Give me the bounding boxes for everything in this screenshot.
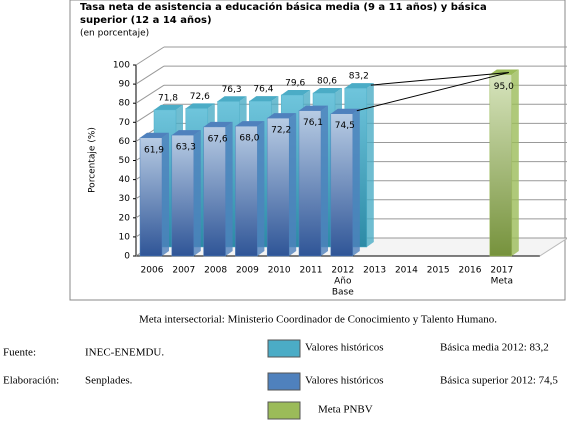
bar bbox=[330, 113, 354, 257]
value-label: 71,8 bbox=[158, 93, 178, 103]
bar-top bbox=[171, 130, 201, 136]
x-tick-label: 2013 bbox=[363, 266, 386, 276]
y-tick-label: 60 bbox=[119, 137, 131, 147]
bar-top bbox=[344, 83, 374, 89]
bar bbox=[235, 125, 258, 257]
bar-side bbox=[257, 121, 265, 257]
x-tick-label: 2014 bbox=[395, 266, 418, 276]
legend-note: Básica superior 2012: 74,5 bbox=[440, 375, 558, 387]
value-label: 80,6 bbox=[317, 77, 337, 87]
bar-side bbox=[289, 113, 297, 257]
x-tick-label: 2006 bbox=[141, 266, 164, 276]
bar bbox=[489, 74, 513, 257]
legend-note: Básica media 2012: 83,2 bbox=[440, 342, 549, 354]
x-tick-label: 2010 bbox=[268, 266, 291, 276]
legend-label: Meta PNBV bbox=[318, 404, 373, 416]
connector bbox=[370, 72, 509, 86]
footnote: Meta intersectorial: Ministerio Coordina… bbox=[139, 314, 497, 326]
x-tick-label: 2016 bbox=[459, 266, 482, 276]
x-tick-label: 2011 bbox=[300, 266, 323, 276]
legend-swatch bbox=[267, 401, 301, 420]
legend-swatch bbox=[267, 339, 301, 358]
bar-side bbox=[193, 130, 201, 256]
y-tick-label: 40 bbox=[119, 175, 131, 185]
value-label: 68,0 bbox=[239, 134, 259, 144]
x-tick-label: 2009 bbox=[236, 266, 259, 276]
y-tick-label: 80 bbox=[119, 99, 131, 109]
y-tick-label: 30 bbox=[119, 194, 131, 204]
x-tick-label: 2015 bbox=[427, 266, 450, 276]
x-tick-label: 2008 bbox=[204, 266, 227, 276]
legend-swatch bbox=[267, 372, 301, 391]
value-label: 95,0 bbox=[494, 82, 514, 92]
value-label: 76,1 bbox=[303, 118, 323, 128]
value-label: 72,2 bbox=[271, 126, 291, 136]
bar-side bbox=[162, 132, 169, 256]
bar-side bbox=[225, 121, 233, 256]
chart-title: superior (12 a 14 años) bbox=[80, 15, 212, 26]
bar bbox=[203, 126, 226, 257]
bar-top bbox=[217, 96, 247, 102]
bar-top bbox=[203, 121, 233, 127]
bar-top bbox=[154, 104, 183, 110]
value-label: 63,3 bbox=[176, 143, 196, 153]
x-tick-label: 2007 bbox=[172, 266, 195, 276]
bar-top bbox=[330, 108, 360, 114]
value-label: 67,6 bbox=[208, 134, 228, 144]
bar-top bbox=[299, 105, 328, 111]
bar-top bbox=[235, 121, 265, 127]
y-tick-label: 20 bbox=[119, 213, 131, 223]
bar-top bbox=[267, 113, 297, 119]
value-label: 72,6 bbox=[190, 92, 210, 102]
chart-title: Tasa neta de asistencia a educación bási… bbox=[80, 1, 487, 13]
y-tick-label: 90 bbox=[119, 80, 131, 90]
value-label: 79,6 bbox=[285, 78, 305, 88]
bar-top bbox=[281, 89, 311, 95]
grid-line bbox=[135, 46, 165, 66]
bar-top bbox=[313, 88, 342, 94]
bar-side bbox=[366, 83, 374, 247]
value-label: 76,3 bbox=[222, 85, 242, 95]
source: INEC-ENEMDU. bbox=[85, 347, 164, 359]
bar bbox=[171, 134, 195, 257]
chart-subtitle: (en porcentaje) bbox=[80, 29, 149, 39]
y-tick-label: 0 bbox=[124, 252, 130, 262]
value-label: 61,9 bbox=[144, 145, 164, 155]
x-tick-note: Meta bbox=[491, 277, 513, 287]
grid-line bbox=[135, 84, 165, 104]
credit-label: Elaboración: bbox=[3, 375, 59, 387]
y-tick-label: 100 bbox=[113, 61, 130, 71]
bar-side bbox=[511, 69, 519, 256]
bar-top bbox=[249, 96, 279, 102]
bar bbox=[139, 137, 163, 257]
x-tick-note: Base bbox=[332, 288, 354, 298]
bar-side bbox=[352, 108, 360, 256]
x-tick-label: 2017 bbox=[490, 266, 513, 276]
connector bbox=[356, 72, 509, 112]
chart-frame bbox=[69, 0, 566, 301]
bar bbox=[298, 110, 322, 257]
y-tick-label: 70 bbox=[119, 118, 131, 128]
bar-side bbox=[321, 105, 328, 256]
value-label: 83,2 bbox=[349, 72, 369, 82]
value-label: 74,5 bbox=[335, 121, 355, 131]
bar bbox=[266, 117, 290, 257]
y-tick-label: 50 bbox=[119, 156, 131, 166]
bar-top bbox=[140, 132, 169, 138]
y-tick-label: 10 bbox=[119, 232, 131, 242]
source-label: Fuente: bbox=[3, 347, 36, 359]
x-tick-label: 2012 bbox=[331, 266, 354, 276]
grid-line bbox=[135, 65, 165, 85]
legend-label: Valores históricos bbox=[305, 342, 384, 354]
bar-top bbox=[185, 103, 215, 109]
y-axis-label: Porcentaje (%) bbox=[88, 127, 98, 193]
legend-label: Valores históricos bbox=[305, 375, 384, 387]
x-tick-note: Año bbox=[334, 277, 352, 287]
credit: Senplades. bbox=[85, 375, 133, 387]
value-label: 76,4 bbox=[253, 85, 273, 95]
